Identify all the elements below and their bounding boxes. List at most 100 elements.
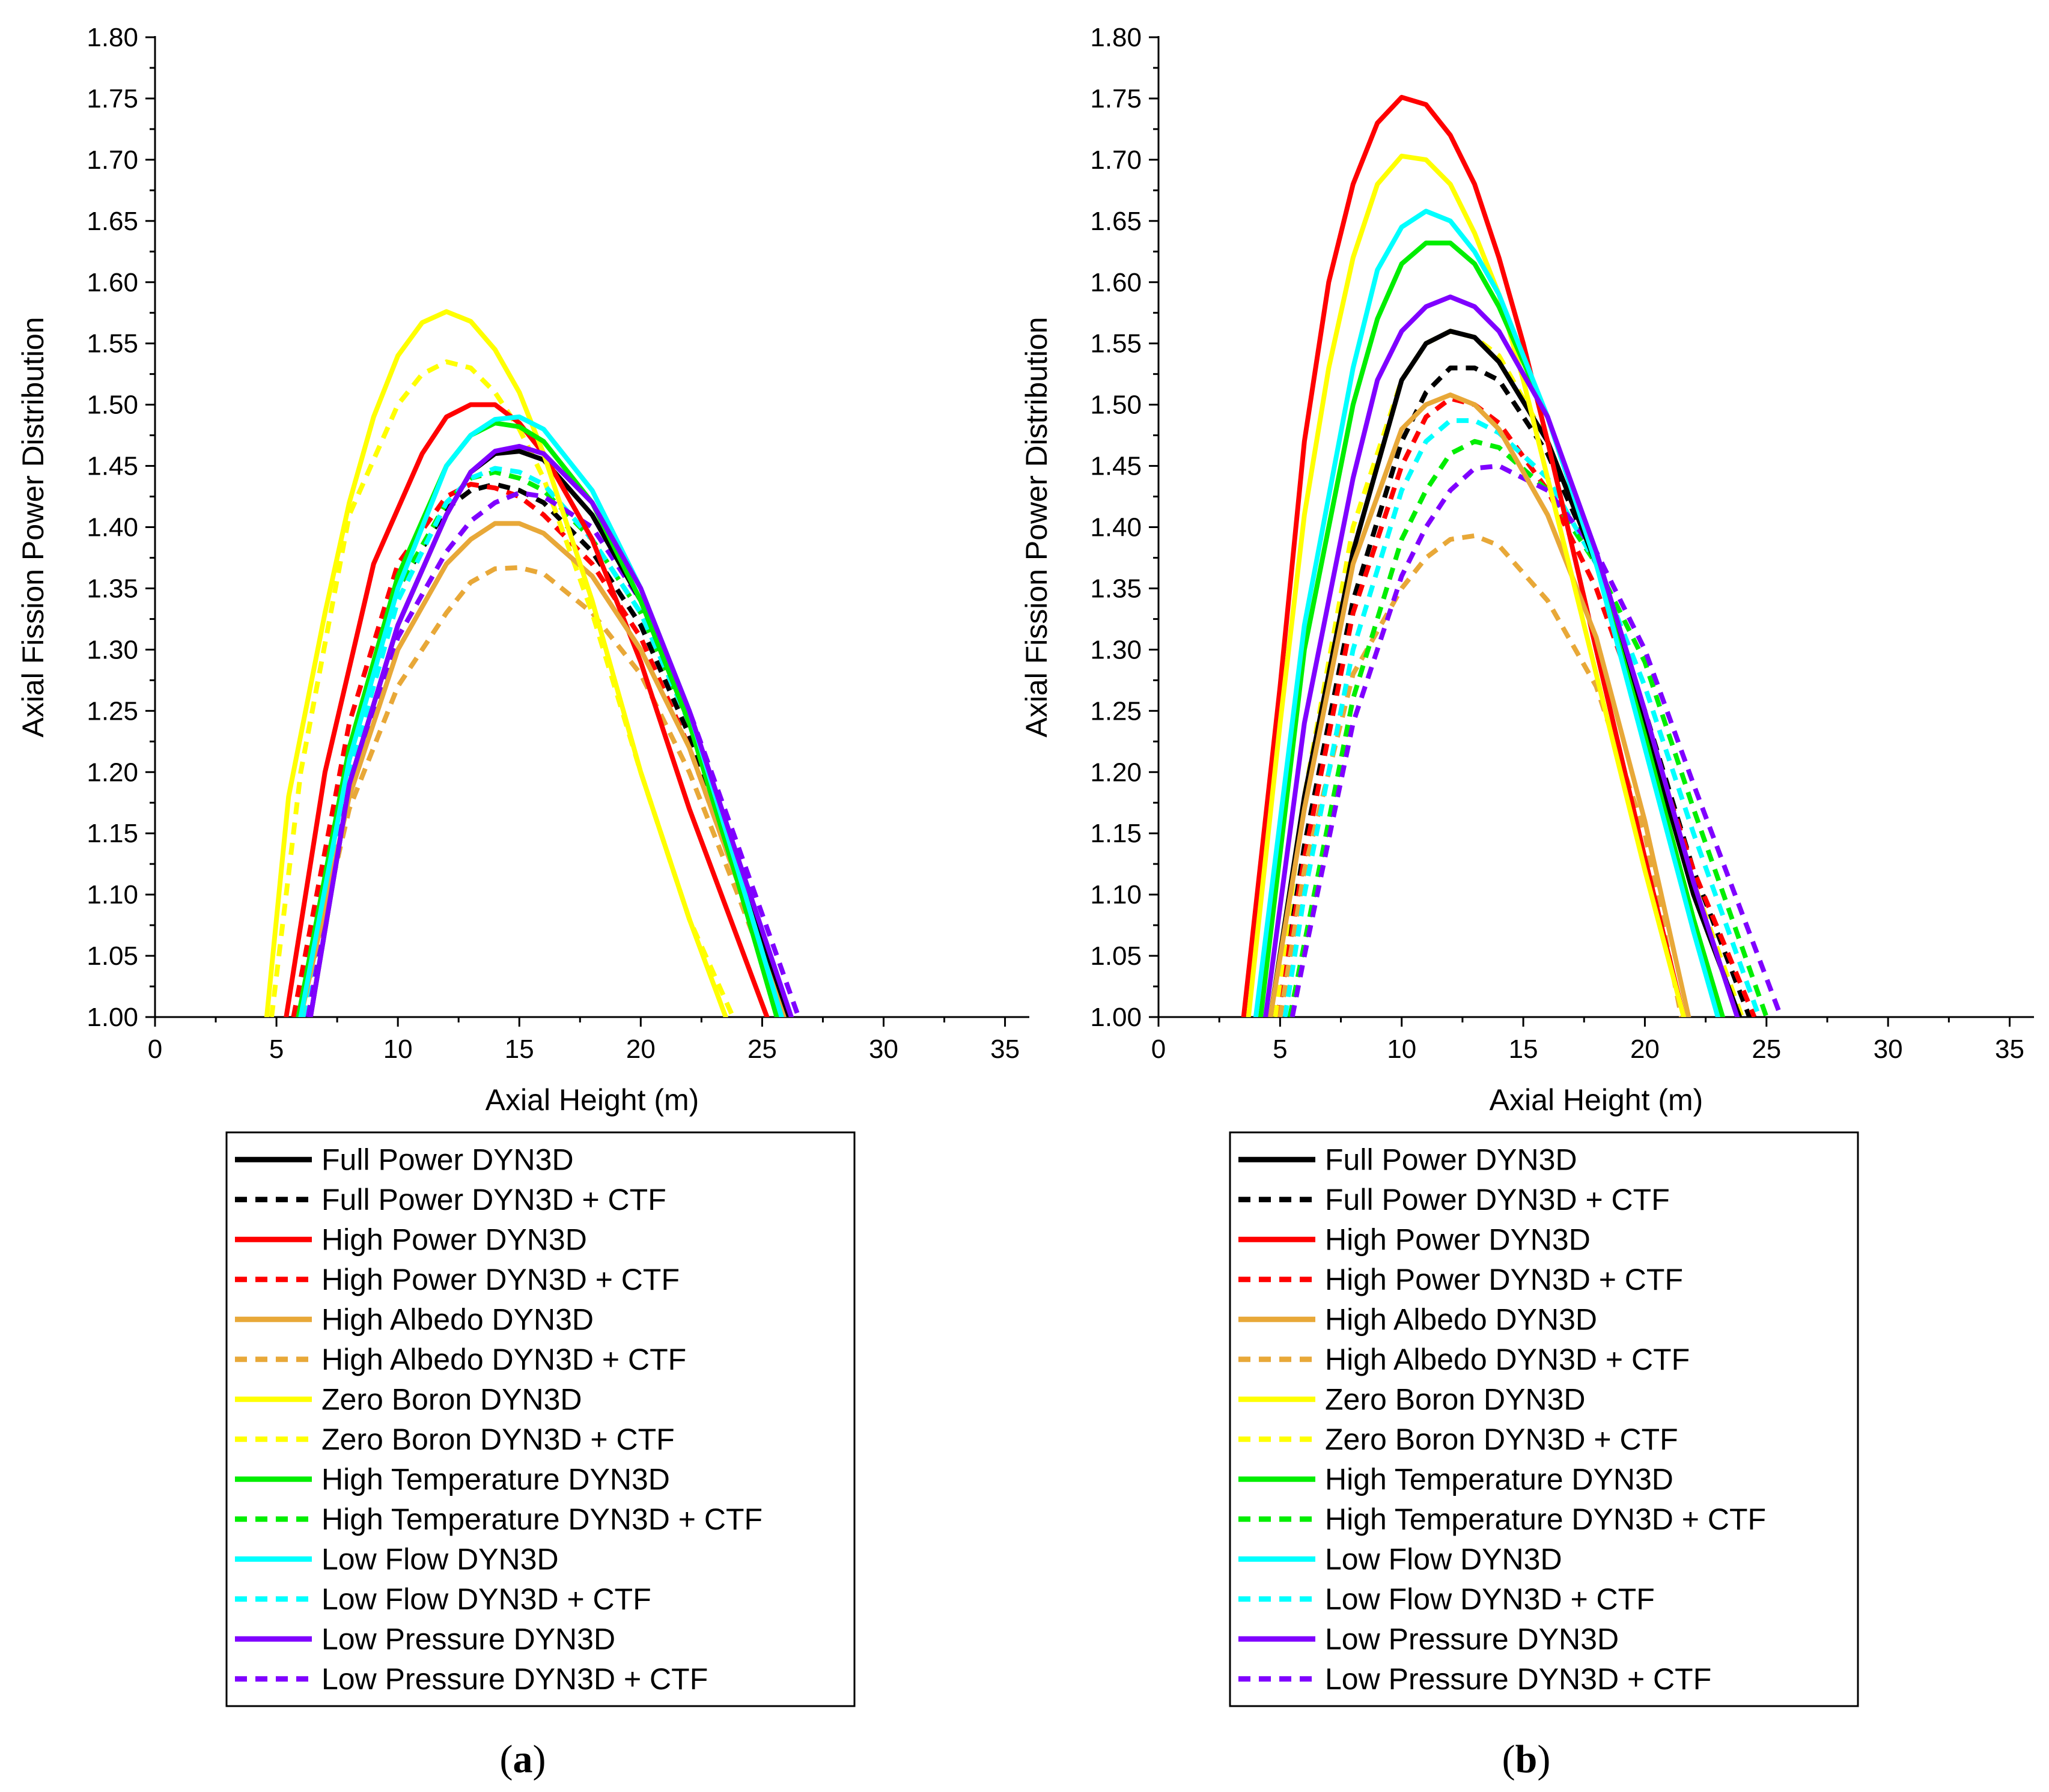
legend-label: Full Power DYN3D + CTF [1325,1183,1670,1216]
panel-caption: (b) [1502,1737,1551,1781]
legend-label: Low Pressure DYN3D + CTF [1325,1662,1711,1696]
series-line-high-temperature-dyn3d [1258,240,1725,1017]
panel-a: 1.00 1.05 1.10 1.15 1.20 1.25 1.30 1.35 1.40 1.45… [16,23,1029,1781]
series-group [1241,94,1783,1017]
series-line-high-temperature-dyn3d-ctf [1287,439,1769,1017]
y-tick-label: 1.75 [87,84,138,114]
y-tick-label: 1.45 [1090,452,1142,481]
y-tick-label: 1.70 [1090,145,1142,175]
y-axis-label: Axial Fission Power Distribution [1020,317,1053,737]
x-axis-label: Axial Height (m) [486,1083,699,1117]
y-tick-label: 1.60 [1090,268,1142,297]
y-tick-label: 1.15 [1090,819,1142,848]
y-tick-label: 1.00 [1090,1003,1142,1032]
legend-label: Zero Boron DYN3D [1325,1382,1586,1416]
legend-label: High Albedo DYN3D + CTF [321,1343,686,1376]
y-tick-label: 1.15 [87,819,138,848]
legend-label: High Power DYN3D + CTF [321,1263,680,1296]
legend-label: High Temperature DYN3D [1325,1462,1673,1496]
y-tick-label: 1.05 [87,941,138,971]
legend-label: High Albedo DYN3D + CTF [1325,1343,1690,1376]
series-group [264,309,801,1017]
y-tick-label: 1.35 [1090,574,1142,603]
x-tick-label: 25 [1752,1034,1781,1064]
series-line-high-albedo-dyn3d-ctf [298,565,787,1017]
series-line-zero-boron-dyn3d [264,309,728,1017]
legend-label: Low Pressure DYN3D + CTF [321,1662,708,1696]
y-tick-label: 1.20 [1090,758,1142,787]
x-axis-label: Axial Height (m) [1490,1083,1703,1117]
legend: Full Power DYN3D Full Power DYN3D + CTF Hi… [225,1131,856,1707]
legend-label: Low Pressure DYN3D [1325,1622,1619,1656]
y-tick-label: 1.65 [1090,207,1142,236]
x-tick-label: 15 [1509,1034,1538,1064]
x-tick-label: 10 [383,1034,413,1064]
y-tick-label: 1.10 [87,880,138,910]
legend-label: High Albedo DYN3D [321,1302,594,1336]
legend-label: Zero Boron DYN3D + CTF [1325,1423,1678,1456]
y-tick-label: 1.10 [1090,880,1142,910]
x-tick-label: 0 [1151,1034,1166,1064]
y-axis-label: Axial Fission Power Distribution [16,317,50,737]
y-tick-label: 1.30 [1090,635,1142,664]
x-tick-label: 0 [148,1034,162,1064]
panel-b: 1.00 1.05 1.10 1.15 1.20 1.25 1.30 1.35 1.40 1.45… [1020,23,2034,1781]
legend-label: Zero Boron DYN3D + CTF [321,1423,675,1456]
y-tick-label: 1.60 [87,268,138,297]
y-tick-label: 1.80 [1090,23,1142,52]
caption-close-paren: ) [1537,1737,1550,1781]
y-tick-label: 1.55 [1090,329,1142,359]
legend-label: High Temperature DYN3D + CTF [1325,1502,1766,1536]
series-line-low-flow-dyn3d-ctf [300,466,794,1017]
y-tick-label: 1.00 [87,1003,138,1032]
legend-label: High Power DYN3D + CTF [1325,1263,1683,1296]
x-tick-label: 30 [869,1034,898,1064]
legend-label: Low Flow DYN3D [1325,1542,1562,1576]
series-line-high-albedo-dyn3d [298,521,787,1017]
legend-label: High Temperature DYN3D + CTF [321,1502,763,1536]
y-tick-label: 1.35 [87,574,138,603]
caption-letter: b [1515,1737,1538,1781]
series-line-high-temperature-dyn3d [296,421,779,1017]
series-line-low-pressure-dyn3d [308,443,794,1017]
legend-label: High Power DYN3D [1325,1223,1591,1256]
caption-close-paren: ) [533,1737,546,1781]
caption-open-paren: ( [1502,1737,1515,1781]
x-tick-label: 35 [990,1034,1020,1064]
x-tick-label: 5 [269,1034,284,1064]
series-line-low-flow-dyn3d-ctf [1282,418,1762,1017]
y-tick-label: 1.25 [1090,696,1142,726]
x-tick-label: 5 [1273,1034,1287,1064]
y-tick-label: 1.50 [1090,390,1142,420]
y-tick-label: 1.30 [87,635,138,664]
x-tick-label: 30 [1874,1034,1903,1064]
series-line-full-power-dyn3d [1268,329,1743,1017]
series-line-high-power-dyn3d [284,402,770,1017]
series-line-low-flow-dyn3d [1253,208,1720,1017]
y-tick-label: 1.75 [1090,84,1142,114]
y-tick-label: 1.05 [1090,941,1142,971]
caption-open-paren: ( [500,1737,513,1781]
legend-label: High Temperature DYN3D [321,1462,670,1496]
series-line-low-pressure-dyn3d-ctf [305,490,801,1017]
y-tick-label: 1.50 [87,390,138,420]
y-tick-label: 1.40 [87,513,138,542]
legend-label: Full Power DYN3D + CTF [321,1183,666,1216]
legend-box [1229,1131,1859,1707]
y-tick-label: 1.55 [87,329,138,359]
caption-letter: a [513,1737,533,1781]
x-tick-label: 10 [1387,1034,1416,1064]
legend-label: High Albedo DYN3D [1325,1302,1597,1336]
series-line-zero-boron-dyn3d [1246,153,1687,1017]
y-tick-label: 1.70 [87,145,138,175]
y-tick-label: 1.40 [1090,513,1142,542]
series-line-high-power-dyn3d [1241,94,1687,1017]
legend-label: Low Flow DYN3D [321,1542,559,1576]
panel-caption: (a) [500,1737,546,1781]
legend-label: High Power DYN3D [321,1223,587,1256]
legend-label: Zero Boron DYN3D [321,1382,582,1416]
x-tick-label: 20 [626,1034,656,1064]
x-tick-label: 25 [747,1034,777,1064]
x-tick-label: 20 [1630,1034,1660,1064]
